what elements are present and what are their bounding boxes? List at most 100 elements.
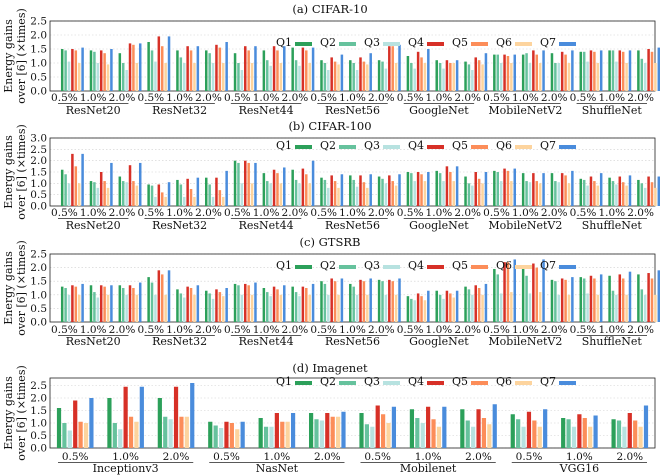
bar-q2 — [525, 53, 528, 91]
bar-q2 — [213, 425, 218, 448]
bar-q5 — [160, 192, 164, 206]
bar-q2 — [640, 58, 644, 91]
bar-q1 — [406, 296, 410, 322]
bar-q3 — [499, 63, 503, 91]
bar-q6 — [654, 294, 657, 322]
bar-q3 — [413, 300, 416, 322]
bar-q4 — [532, 50, 535, 91]
x-tick-label: 0.5% — [570, 207, 597, 219]
bar-q1 — [308, 413, 314, 448]
x-tick-label: 1.0% — [598, 324, 625, 336]
bar-q2 — [237, 285, 240, 322]
bar-q6 — [625, 294, 628, 322]
bar-q4 — [503, 168, 506, 206]
group-label: ShuffleNet — [582, 219, 643, 232]
y-axis-label-line1: Energy gains — [2, 376, 15, 450]
bar-q5 — [276, 50, 279, 91]
bar-q5 — [391, 281, 394, 322]
bar-q2 — [525, 181, 528, 206]
bar-q7 — [110, 285, 113, 322]
y-axis-label: Energy gainsover [6] (×times) — [2, 8, 28, 104]
x-tick-label: 0.5% — [62, 451, 89, 463]
bar-q5 — [477, 60, 481, 91]
bar-q1 — [205, 50, 208, 91]
group-label: NasNet — [256, 462, 299, 475]
bar-q7 — [628, 50, 632, 91]
bar-q3 — [96, 63, 100, 91]
x-tick-label: 2.0% — [109, 207, 136, 219]
bar-q3 — [370, 426, 375, 448]
bar-q6 — [423, 181, 427, 206]
bar-q2 — [150, 185, 154, 206]
bar-q7 — [196, 46, 200, 91]
bar-q4 — [627, 413, 632, 448]
bar-q7 — [391, 406, 397, 448]
bar-q1 — [359, 413, 364, 448]
chart-panel-1: (a) CIFAR-100.00.51.01.52.02.50.5% 1.0% 2.… — [2, 2, 660, 117]
bar-q2 — [611, 50, 615, 91]
legend-label: Q4 — [408, 36, 424, 49]
legend-label: Q6 — [496, 259, 512, 272]
group-label: ResNet20 — [66, 335, 121, 348]
group-label: ResNet56 — [325, 335, 380, 348]
bar-q1 — [493, 54, 496, 91]
bar-q4 — [503, 54, 506, 91]
bar-q4 — [416, 51, 420, 91]
bar-q4 — [128, 285, 132, 322]
bar-q6 — [538, 292, 542, 322]
bar-q5 — [506, 170, 510, 206]
bar-q7 — [599, 50, 603, 91]
bar-q3 — [67, 183, 71, 206]
chart-title: (a) CIFAR-10 — [292, 2, 367, 16]
legend-label: Q5 — [452, 259, 468, 272]
bar-q7 — [167, 270, 171, 322]
bar-q3 — [154, 294, 157, 322]
bar-q1 — [291, 286, 294, 322]
bar-q4 — [359, 279, 362, 322]
group-label: Inceptionv3 — [93, 462, 159, 475]
bar-q4 — [99, 172, 103, 206]
bar-q2 — [496, 172, 499, 206]
x-tick-label: 2.0% — [627, 207, 654, 219]
y-axis-label: Energy gainsover [6] (×times) — [2, 240, 28, 336]
bar-q3 — [168, 419, 173, 448]
legend-swatch-q5 — [471, 145, 488, 149]
legend-label: Q5 — [452, 375, 468, 388]
y-axis-label-line2: over [6] (×times) — [15, 365, 28, 461]
bar-q7 — [657, 47, 660, 91]
bar-q7 — [340, 174, 344, 206]
bar-q2 — [237, 63, 240, 91]
bar-q6 — [285, 421, 290, 448]
legend-swatch-q5 — [471, 381, 488, 385]
x-tick-label: 2.0% — [454, 92, 481, 104]
bar-q7 — [110, 49, 113, 91]
x-tick-label: 1.0% — [598, 92, 625, 104]
bar-q6 — [538, 63, 542, 91]
bar-q2 — [381, 61, 384, 91]
bar-q6 — [250, 294, 254, 322]
bar-q5 — [160, 274, 164, 322]
bar-q5 — [160, 46, 164, 91]
bar-q1 — [157, 398, 162, 448]
bar-q2 — [266, 181, 269, 206]
bar-q3 — [586, 61, 589, 91]
bar-q6 — [308, 63, 311, 91]
bar-q6 — [394, 63, 398, 91]
bar-q7 — [369, 174, 372, 206]
bar-q1 — [233, 160, 237, 206]
y-axis-label: Energy gainsover [6] (×times) — [2, 124, 28, 220]
bar-q3 — [154, 196, 157, 206]
bar-q1 — [510, 414, 515, 448]
bar-q7 — [427, 172, 430, 206]
bar-q2 — [163, 416, 168, 448]
bar-q7 — [311, 47, 315, 91]
bar-q6 — [654, 187, 657, 206]
legend-label: Q7 — [540, 139, 556, 152]
bar-q5 — [218, 292, 222, 322]
bar-q1 — [464, 61, 467, 91]
x-tick-label: 2.0% — [541, 324, 568, 336]
y-tick-label: 2.5 — [30, 144, 47, 156]
x-tick-label: 2.0% — [163, 451, 190, 463]
bar-q2 — [496, 274, 499, 322]
bar-q5 — [449, 293, 452, 322]
